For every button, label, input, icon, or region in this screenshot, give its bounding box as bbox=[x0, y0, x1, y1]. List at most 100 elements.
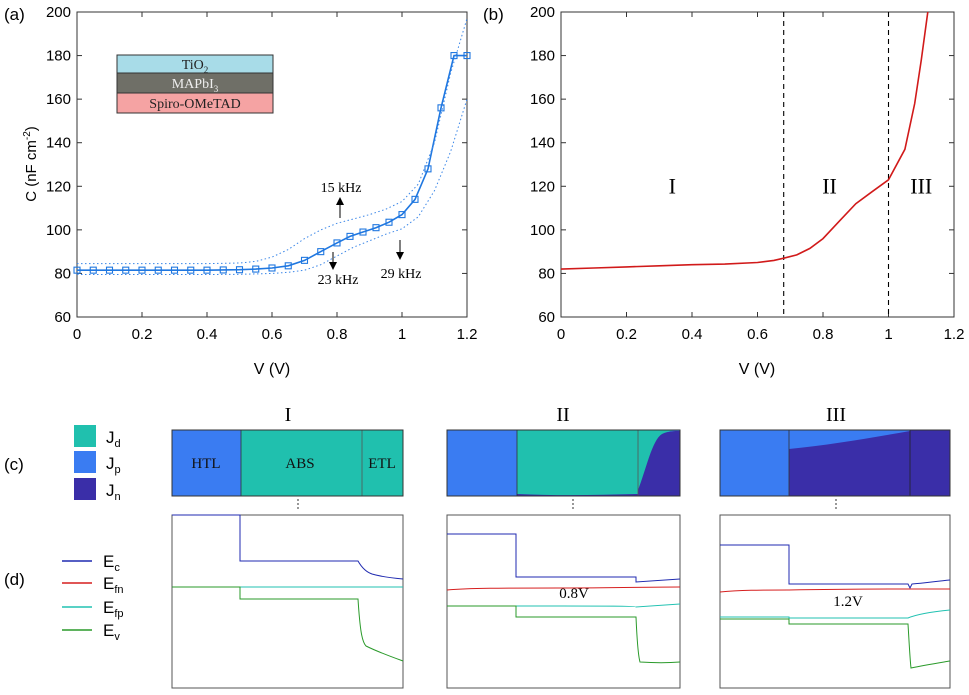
plot-a-point bbox=[154, 266, 162, 274]
plot-a-series-line-1 bbox=[77, 18, 468, 265]
plot-b-frame bbox=[560, 11, 955, 318]
plot-b-xtick-label: 1 bbox=[884, 326, 892, 343]
legend-jn-swatch bbox=[74, 478, 96, 500]
plot-b-xtick-label: 0 bbox=[557, 326, 565, 343]
current-map-ii-jp bbox=[447, 430, 517, 496]
frequency-annotations: 15 kHz 23 kHz 29 kHz bbox=[318, 181, 422, 288]
plot-a-xtick-label: 0.2 bbox=[132, 326, 153, 343]
band-ii-efn bbox=[446, 586, 681, 591]
panel-b-label: (b) bbox=[483, 5, 504, 24]
plot-a-point bbox=[411, 195, 419, 203]
plot-a-point bbox=[105, 266, 114, 274]
annotation-15khz: 15 kHz bbox=[321, 181, 362, 196]
current-map-i-jp bbox=[172, 430, 241, 496]
plot-a-series-line-0 bbox=[77, 54, 467, 272]
current-map-iii-jp-abs bbox=[789, 430, 910, 449]
mapbi3-label: MAPbI3 bbox=[172, 77, 219, 94]
current-map-ii-frame bbox=[446, 429, 681, 497]
spiro-layer bbox=[116, 92, 274, 114]
legend-efp-label: Efp bbox=[103, 598, 124, 620]
band-diagram-ii: 0.8V bbox=[446, 533, 681, 664]
plot-a-point bbox=[252, 265, 260, 273]
current-map-ii-jp-right bbox=[662, 430, 680, 434]
band-diagram-ii-frame bbox=[446, 514, 681, 689]
panel-a-label: (a) bbox=[4, 5, 25, 24]
plot-b-region-labels: I II III bbox=[669, 173, 933, 198]
current-map-iii bbox=[719, 429, 951, 497]
plot-a-point bbox=[317, 248, 325, 256]
plot-a-series bbox=[73, 18, 471, 275]
plot-a-series-line-2 bbox=[77, 98, 468, 275]
panels-c-d: (c) (d) Jd Jp Jn Ec Efn Efp Ev I II III bbox=[4, 404, 951, 689]
plot-a-point bbox=[235, 266, 244, 274]
plot-a-point bbox=[138, 266, 146, 274]
band-iii-ec bbox=[720, 544, 951, 590]
band-ii-ev bbox=[447, 605, 681, 664]
plot-b-ytick-label: 140 bbox=[530, 135, 555, 152]
plot-a-ytick-label: 60 bbox=[54, 309, 71, 326]
plot-a-xtick-label: 0.6 bbox=[262, 326, 283, 343]
plot-a-point bbox=[463, 52, 471, 60]
plot-b-xtick-label: 1.2 bbox=[944, 326, 965, 343]
current-map-ii bbox=[446, 429, 681, 497]
band-diagram-iii-frame bbox=[719, 514, 951, 689]
plot-b-series bbox=[560, 11, 929, 270]
plot-b-ytick-label: 80 bbox=[538, 265, 555, 282]
plot-a-point bbox=[346, 232, 354, 240]
legend-current: Jd Jp Jn bbox=[74, 425, 121, 503]
panel-b: (b) 0 0.2 0.4 0.6 0.8 1 1.2 60 80 100 120 140 160 180… bbox=[483, 4, 964, 378]
legend-jp-swatch bbox=[74, 451, 96, 473]
plot-b-xtick-label: 0.8 bbox=[813, 326, 834, 343]
band-diagram-i-frame bbox=[171, 514, 404, 689]
plot-a-ytick-label: 200 bbox=[46, 4, 71, 21]
panel-d-label: (d) bbox=[4, 570, 25, 589]
plot-a-ytick-label: 160 bbox=[46, 91, 71, 108]
legend-jd-swatch bbox=[74, 425, 96, 447]
legend-jd-label: Jd bbox=[106, 428, 121, 450]
plot-a-point bbox=[268, 264, 276, 272]
plot-a-point bbox=[122, 266, 130, 274]
annotation-29khz: 29 kHz bbox=[381, 267, 422, 282]
panel-a: (a) 0 0.2 0.4 0.6 0.8 1 1.2 60 80 100 120 140 160 180… bbox=[4, 4, 477, 378]
panel-c-label: (c) bbox=[4, 455, 24, 474]
plot-a-point bbox=[284, 262, 292, 270]
plot-a-xtick-label: 0 bbox=[73, 326, 81, 343]
band-ii-ec bbox=[447, 533, 681, 583]
plot-a-point bbox=[450, 52, 458, 60]
plot-a-point bbox=[203, 266, 211, 274]
band-i-ec bbox=[172, 514, 404, 580]
plot-a-point bbox=[398, 211, 406, 219]
arrowhead-23khz bbox=[329, 262, 337, 270]
plot-a-ytick-label: 100 bbox=[46, 222, 71, 239]
legend-ec-label: Ec bbox=[103, 552, 120, 574]
annotation-23khz: 23 kHz bbox=[318, 273, 359, 288]
band-ii-voltage: 0.8V bbox=[559, 586, 589, 602]
plot-b-xtick-label: 0.4 bbox=[682, 326, 703, 343]
plot-a-point bbox=[437, 104, 445, 112]
legend-energy: Ec Efn Efp Ev bbox=[62, 552, 124, 643]
column-title-i: I bbox=[285, 404, 292, 426]
plot-b-ytick-label: 200 bbox=[530, 4, 555, 21]
band-iii-efn bbox=[719, 588, 950, 593]
band-iii-efp bbox=[720, 609, 951, 619]
layer-label-abs: ABS bbox=[285, 456, 314, 472]
plot-a-xtick-label: 0.8 bbox=[327, 326, 348, 343]
plot-b-region-label-2: III bbox=[910, 173, 932, 198]
band-diagram-iii: 1.2V bbox=[719, 544, 951, 669]
plot-a-ytick-label: 80 bbox=[54, 265, 71, 282]
plot-a-xtick-label: 0.4 bbox=[197, 326, 218, 343]
plot-a-point bbox=[219, 266, 227, 274]
plot-b-region-label-0: I bbox=[669, 173, 676, 198]
connectors bbox=[297, 499, 837, 511]
plot-b-ticks: 0 0.2 0.4 0.6 0.8 1 1.2 60 80 100 120 140 160 180 200 bbox=[530, 4, 964, 343]
plot-a-point bbox=[385, 218, 393, 226]
plot-a-ytick-label: 120 bbox=[46, 178, 71, 195]
plot-a-point bbox=[187, 266, 195, 274]
legend-jp-label: Jp bbox=[106, 454, 121, 476]
plot-b-ytick-label: 160 bbox=[530, 91, 555, 108]
spiro-label: Spiro-OMeTAD bbox=[149, 97, 240, 112]
plot-b-xtick-label: 0.2 bbox=[616, 326, 637, 343]
plot-a-xtick-label: 1 bbox=[398, 326, 406, 343]
plot-a-point bbox=[89, 266, 97, 274]
